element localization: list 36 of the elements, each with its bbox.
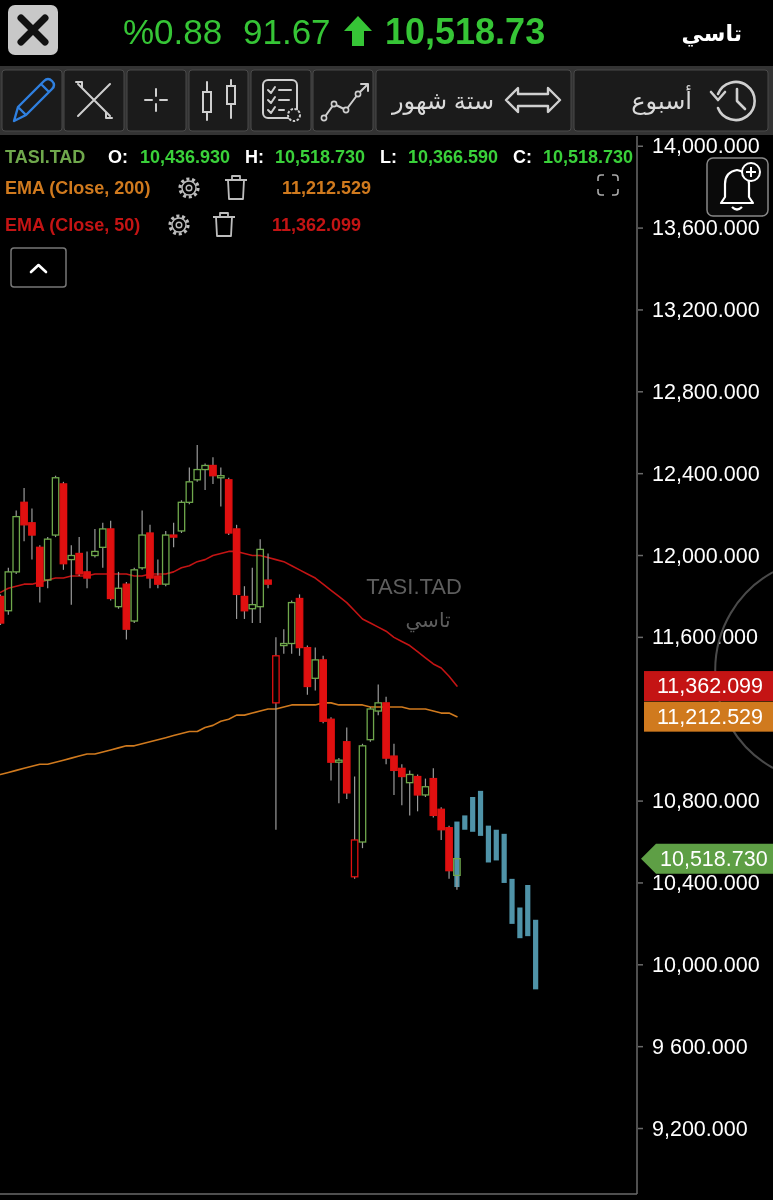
annotation: 10,518.730 <box>275 147 366 167</box>
y-tick-label: 12,400.000 <box>652 461 760 486</box>
legend-label: EMA (Close, 200) <box>5 178 151 198</box>
annotation: L: <box>380 147 397 167</box>
y-tick-label: 13,600.000 <box>652 216 760 241</box>
y-tick-label: 10,400.000 <box>652 870 760 895</box>
y-tick-label: 9 600.000 <box>652 1034 748 1059</box>
annotation: 10,518.73 <box>385 10 546 52</box>
y-tick-label: 10,800.000 <box>652 789 760 814</box>
annotation: 11,362.099 <box>657 674 763 699</box>
annotation: 10,518.730 <box>543 147 634 167</box>
title: تاسي <box>681 20 742 46</box>
annotation: TASI.TAD <box>366 573 462 599</box>
annotation: %0.88 <box>123 11 223 51</box>
annotation: 11,212.529 <box>657 704 763 729</box>
annotation: 10,518.730 <box>660 846 768 871</box>
legend-label: EMA (Close, 50) <box>5 215 141 235</box>
annotation: C: <box>513 147 532 167</box>
y-tick-label: 10,000.000 <box>652 952 760 977</box>
y-tick-label: 12,000.000 <box>652 543 760 568</box>
y-tick-label: 9,200.000 <box>652 1116 748 1141</box>
y-tick-label: 12,800.000 <box>652 379 760 404</box>
annotation: 11,362.099 <box>272 215 362 235</box>
annotation: ستة شهور <box>391 86 494 114</box>
annotation: H: <box>245 147 264 167</box>
y-tick-label: 14,000.000 <box>652 134 760 159</box>
y-tick-label: 11,600.000 <box>652 625 758 650</box>
annotation: 11,212.529 <box>282 178 372 198</box>
legend-label: TASI.TAD <box>5 147 86 167</box>
annotation: 10,436.930 <box>140 147 231 167</box>
annotation: O: <box>108 147 128 167</box>
annotation: 91.67 <box>243 11 331 51</box>
annotation: تاسي <box>405 609 451 631</box>
annotation: أسبوع <box>631 86 692 114</box>
y-tick-label: 13,200.000 <box>652 297 760 322</box>
annotation: 10,366.590 <box>408 147 499 167</box>
